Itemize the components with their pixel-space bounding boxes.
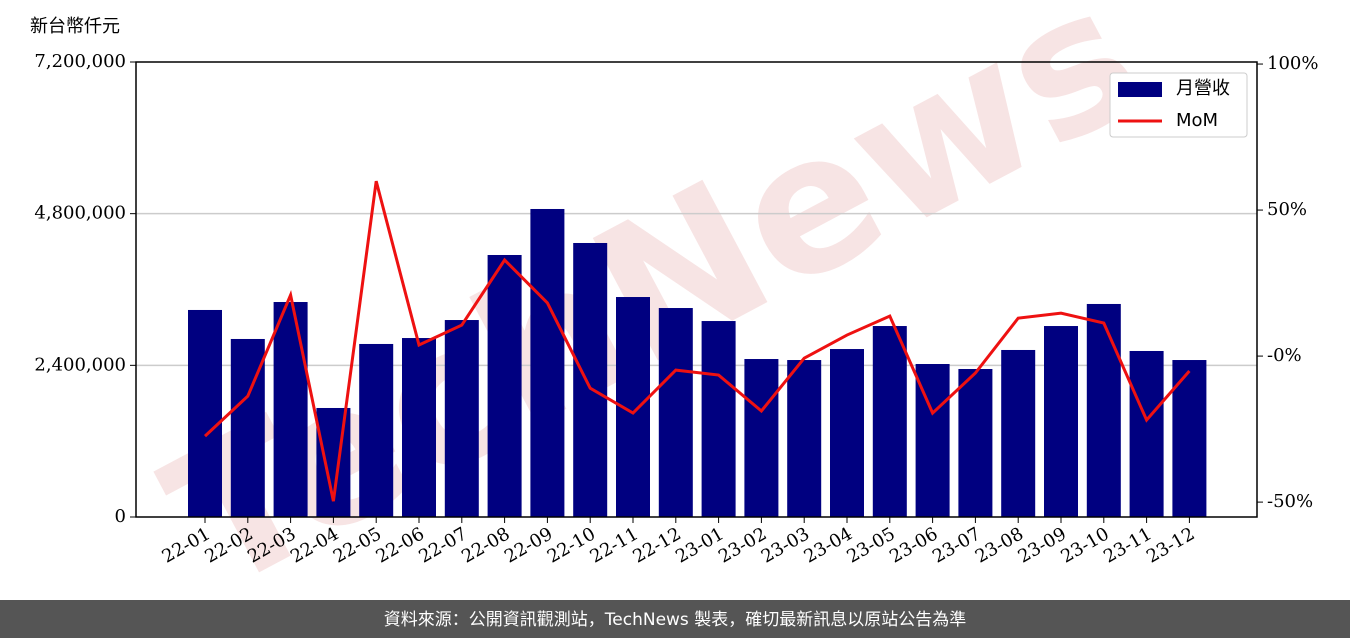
y-tick-label: 0 (115, 506, 126, 527)
bar (958, 368, 993, 517)
bar (188, 309, 222, 517)
y-tick-label: 2,400,000 (34, 354, 126, 375)
bar (1086, 303, 1121, 517)
x-tick-label: 23-05 (843, 523, 898, 567)
y2-tick-label: 100% (1267, 53, 1318, 74)
x-tick-label: 23-11 (1100, 523, 1155, 567)
bar (872, 326, 907, 517)
footer: 資料來源：公開資訊觀測站，TechNews 製表，確切最新訊息以原站公告為準 (384, 610, 966, 630)
x-tick-label: 23-10 (1057, 523, 1112, 567)
bar (787, 360, 822, 517)
bar (573, 242, 608, 517)
x-tick-label: 23-02 (715, 523, 770, 567)
footer-bar (0, 600, 1350, 638)
plot-frame (135, 61, 1258, 518)
bar (1044, 326, 1078, 517)
bar (444, 320, 479, 517)
bar (1129, 350, 1164, 517)
y-axis-label: 新台幣仟元 (30, 16, 120, 37)
x-tick-label: 22-09 (501, 523, 556, 567)
bar (1001, 349, 1036, 517)
bar (658, 308, 693, 517)
x-tick-label: 23-08 (972, 523, 1027, 567)
bar (701, 321, 736, 517)
y2-tick-label: -50% (1267, 491, 1313, 512)
x-tick-label: 23-06 (886, 523, 941, 567)
bar (273, 302, 308, 517)
legend-swatch (1118, 82, 1162, 97)
bar (487, 254, 522, 517)
x-tick-label: 22-10 (544, 523, 599, 567)
x-tick-label: 22-11 (587, 523, 642, 567)
x-tick-label: 22-08 (458, 523, 513, 567)
bar (744, 359, 779, 517)
bar (830, 349, 864, 517)
line (203, 180, 1191, 502)
legend-label: MoM (1176, 110, 1218, 131)
x-tick-label: 23-01 (672, 523, 727, 567)
legend-label: 月營收 (1176, 78, 1230, 99)
y2-tick-label: -0% (1267, 345, 1302, 366)
x-tick-label: 23-03 (758, 523, 813, 567)
x-tick-label: 23-07 (929, 523, 984, 567)
x-tick-label: 23-12 (1143, 523, 1198, 567)
x-tick-label: 23-09 (1015, 523, 1070, 567)
x-tick-label: 23-04 (801, 523, 856, 567)
y-tick-label: 7,200,000 (34, 51, 126, 72)
bar (530, 208, 565, 517)
bar (359, 343, 394, 517)
x-tick-label: 22-12 (629, 523, 684, 567)
y-tick-label: 4,800,000 (34, 203, 126, 224)
bar (402, 338, 436, 517)
y2-tick-label: 50% (1267, 199, 1307, 220)
